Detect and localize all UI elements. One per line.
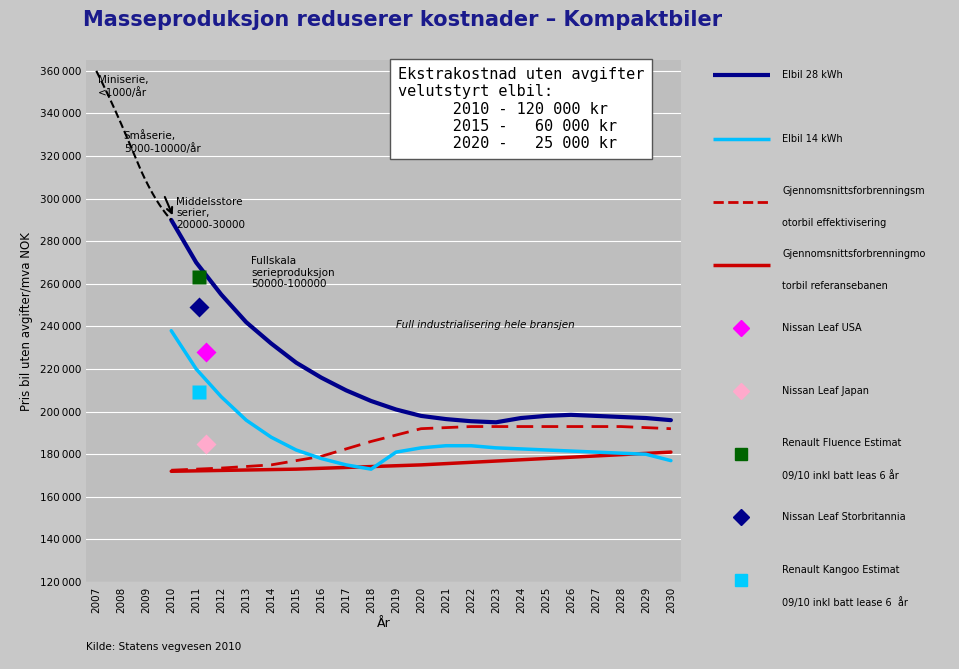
Text: otorbil effektivisering: otorbil effektivisering xyxy=(783,218,887,228)
Text: Fullskala
serieproduksjon
50000-100000: Fullskala serieproduksjon 50000-100000 xyxy=(251,256,335,290)
Text: Renault Fluence Estimat: Renault Fluence Estimat xyxy=(783,438,901,448)
Text: Miniserie,
<1000/år: Miniserie, <1000/år xyxy=(98,75,148,98)
Text: Ekstrakostnad uten avgifter
velutstyrt elbil:
      2010 - 120 000 kr
      2015: Ekstrakostnad uten avgifter velutstyrt e… xyxy=(398,67,644,151)
Text: Elbil 14 kWh: Elbil 14 kWh xyxy=(783,134,843,144)
Text: Gjennomsnittsforbrenningsm: Gjennomsnittsforbrenningsm xyxy=(783,186,925,196)
Text: Kilde: Statens vegvesen 2010: Kilde: Statens vegvesen 2010 xyxy=(86,642,242,652)
Text: Elbil 28 kWh: Elbil 28 kWh xyxy=(783,70,843,80)
Y-axis label: Pris bil uten avgifter/mva NOK: Pris bil uten avgifter/mva NOK xyxy=(20,231,34,411)
Text: Nissan Leaf USA: Nissan Leaf USA xyxy=(783,323,862,332)
Text: 09/10 inkl batt leas 6 år: 09/10 inkl batt leas 6 år xyxy=(783,470,900,482)
Text: Middelsstore
serier,
20000-30000: Middelsstore serier, 20000-30000 xyxy=(176,197,246,229)
Text: Masseproduksjon reduserer kostnader – Kompaktbiler: Masseproduksjon reduserer kostnader – Ko… xyxy=(83,10,722,30)
Text: Småserie,
5000-10000/år: Småserie, 5000-10000/år xyxy=(124,130,200,154)
Text: Renault Kangoo Estimat: Renault Kangoo Estimat xyxy=(783,565,900,575)
Text: Gjennomsnittsforbrenningmo: Gjennomsnittsforbrenningmo xyxy=(783,250,925,260)
Text: torbil referansebanen: torbil referansebanen xyxy=(783,281,888,291)
X-axis label: År: År xyxy=(377,617,390,630)
Text: Full industrialisering hele bransjen: Full industrialisering hele bransjen xyxy=(396,320,574,330)
Text: Nissan Leaf Storbritannia: Nissan Leaf Storbritannia xyxy=(783,512,906,522)
Text: 09/10 inkl batt lease 6  år: 09/10 inkl batt lease 6 år xyxy=(783,597,908,607)
Text: Nissan Leaf Japan: Nissan Leaf Japan xyxy=(783,386,870,396)
